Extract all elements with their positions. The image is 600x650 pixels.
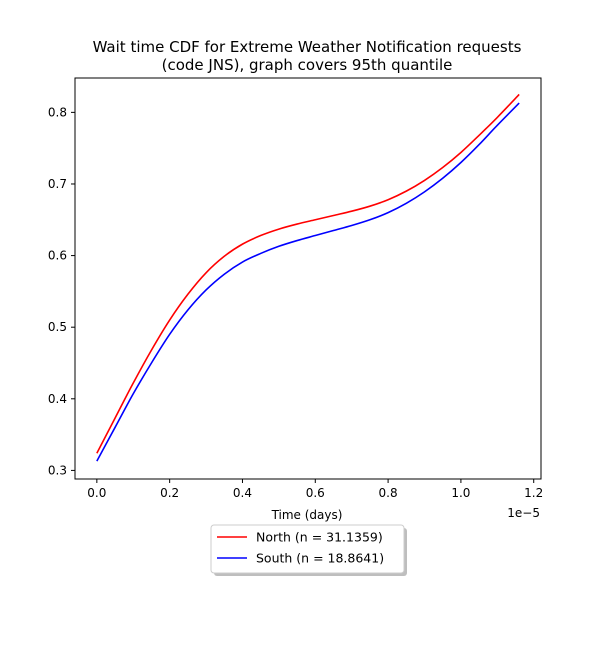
plot-area-frame xyxy=(74,77,542,480)
chart-title: Wait time CDF for Extreme Weather Notifi… xyxy=(93,38,522,74)
legend-label-0: North (n = 31.1359) xyxy=(256,530,383,545)
y-tick-label: 0.8 xyxy=(48,105,67,119)
x-tick-label: 0.4 xyxy=(233,486,252,500)
legend-label-1: South (n = 18.8641) xyxy=(256,551,384,566)
x-tick-label: 0.6 xyxy=(306,486,325,500)
y-tick-label: 0.5 xyxy=(48,320,67,334)
y-tick-label: 0.3 xyxy=(48,463,67,477)
x-tick-label: 0.8 xyxy=(379,486,398,500)
series-line-1 xyxy=(96,102,520,462)
legend-box xyxy=(210,524,405,574)
chart-title-line-1: Wait time CDF for Extreme Weather Notifi… xyxy=(93,38,522,56)
y-tick-label: 0.4 xyxy=(48,392,67,406)
series-lines xyxy=(96,93,520,462)
series-line-0 xyxy=(96,93,520,454)
x-axis-offset-label: 1e−5 xyxy=(507,506,540,520)
x-tick-label: 1.0 xyxy=(451,486,470,500)
x-tick-label: 0.0 xyxy=(87,486,106,500)
legend-items: North (n = 31.1359) South (n = 18.8641) xyxy=(217,530,384,566)
y-tick-label: 0.6 xyxy=(48,249,67,263)
x-tick-label: 1.2 xyxy=(524,486,543,500)
x-axis-label: Time (days) xyxy=(271,508,343,522)
legend: North (n = 31.1359) South (n = 18.8641) xyxy=(210,524,407,576)
y-tick-label: 0.7 xyxy=(48,177,67,191)
axis-ticks: 0.0 0.2 0.4 0.6 0.8 1.0 1.2 0.3 0.4 0.5 0.6 0.7 0.8 xyxy=(48,105,543,500)
x-tick-label: 0.2 xyxy=(160,486,179,500)
chart-title-line-2: (code JNS), graph covers 95th quantile xyxy=(162,56,453,74)
